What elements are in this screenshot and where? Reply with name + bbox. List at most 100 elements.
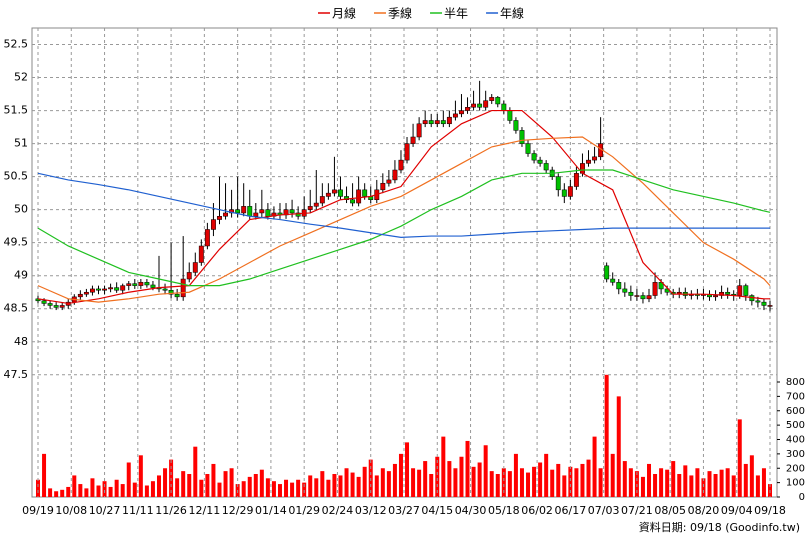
candle-body [604,265,610,280]
volume-bar [671,461,676,497]
candle-body [338,189,343,197]
x-tick-label: 09/19 [22,504,54,517]
candle-body [307,206,313,210]
x-tick-label: 01/14 [255,504,287,517]
volume-bar [477,462,482,497]
candle-body [126,283,132,286]
volume-bar [199,479,204,497]
volume-bar [48,488,53,497]
source-note: 資料日期: 09/18 (Goodinfo.tw) [639,520,800,534]
candle-body [652,282,658,296]
candle-body [422,120,428,125]
candle-body [289,209,295,214]
volume-bar [411,468,416,497]
candle-body [350,199,356,204]
candle-body [446,116,452,125]
candle-body [537,159,543,164]
volume-bar [205,474,210,497]
y2-tick-label: 200 [786,463,805,474]
candle-body [198,245,204,263]
volume-bar [302,482,307,497]
volume-bar [211,463,216,497]
candle-body [217,216,222,220]
volume-bar [150,481,155,497]
volume-bar [138,455,143,497]
candle-body [259,209,265,214]
candle-body [174,293,180,298]
volume-bar [604,374,609,497]
volume-bar [102,481,107,497]
volume-bar [447,461,452,497]
volume-bar [459,456,464,497]
candle-body [144,282,150,286]
volume-bar [616,396,621,497]
ma-line [37,109,770,305]
candle-body [713,295,719,298]
x-tick-label: 06/17 [555,504,587,517]
x-tick-label: 04/30 [455,504,487,517]
x-tick-label: 08/20 [688,504,720,517]
y2-tick-label: 0 [799,492,805,503]
x-tick-label: 06/02 [521,504,553,517]
x-tick-label: 11/26 [155,504,187,517]
x-tick-label: 01/29 [288,504,320,517]
volume-bar [659,468,664,497]
volume-bar [435,456,440,497]
volume-bar [423,461,428,497]
volume-bar [538,462,543,497]
volume-bar [453,468,458,497]
candle-body [180,278,186,298]
volume-bar [713,474,718,497]
volume-bar [362,466,367,497]
volume-bar [398,453,403,497]
y-tick-label: 52.5 [4,38,29,51]
y2-tick-label: 300 [786,449,805,460]
y-tick-label: 50.5 [4,170,29,183]
candle-body [362,189,368,197]
candle-body [253,212,259,217]
candle-body [501,103,507,111]
volume-bar [707,471,712,497]
x-tick-label: 12/11 [189,504,221,517]
volume-bar [108,486,113,497]
candle-body [622,288,628,293]
x-tick-label: 04/15 [421,504,453,517]
candle-body [150,284,156,288]
candle-body [77,293,83,298]
volume-bar [374,475,379,497]
candle-body [555,176,561,191]
volume-bar [513,453,518,497]
volume-bar [229,468,234,497]
volume-bar [695,468,700,497]
candle-body [519,130,525,144]
ma-line [37,172,770,239]
candle-body [241,206,247,214]
legend-label: 季線 [388,6,412,21]
volume-bar [610,453,615,497]
volume-bar [731,475,736,497]
volume-bar [338,475,343,497]
x-tick-label: 11/11 [122,504,154,517]
volume-bar [441,436,446,497]
y2-tick-label: 800 [786,377,805,388]
volume-bar [386,471,391,497]
candle-body [114,287,120,291]
volume-bar [719,469,724,497]
volume-bar [598,468,603,497]
x-tick-label: 02/24 [322,504,354,517]
volume-bar [507,471,512,497]
candle-body [410,136,416,144]
ma-line [37,169,771,287]
candle-body [416,123,422,138]
volume-bar [568,466,573,497]
candle-body [767,305,773,307]
y-tick-label: 51 [14,137,28,150]
volume-bar [60,489,65,497]
candle-body [586,159,591,164]
candle-body [737,285,743,296]
y-tick-label: 48 [14,335,28,348]
volume-bar [392,463,397,497]
candle-body [477,103,483,108]
candle-body [592,156,598,161]
candle-body [725,291,731,295]
